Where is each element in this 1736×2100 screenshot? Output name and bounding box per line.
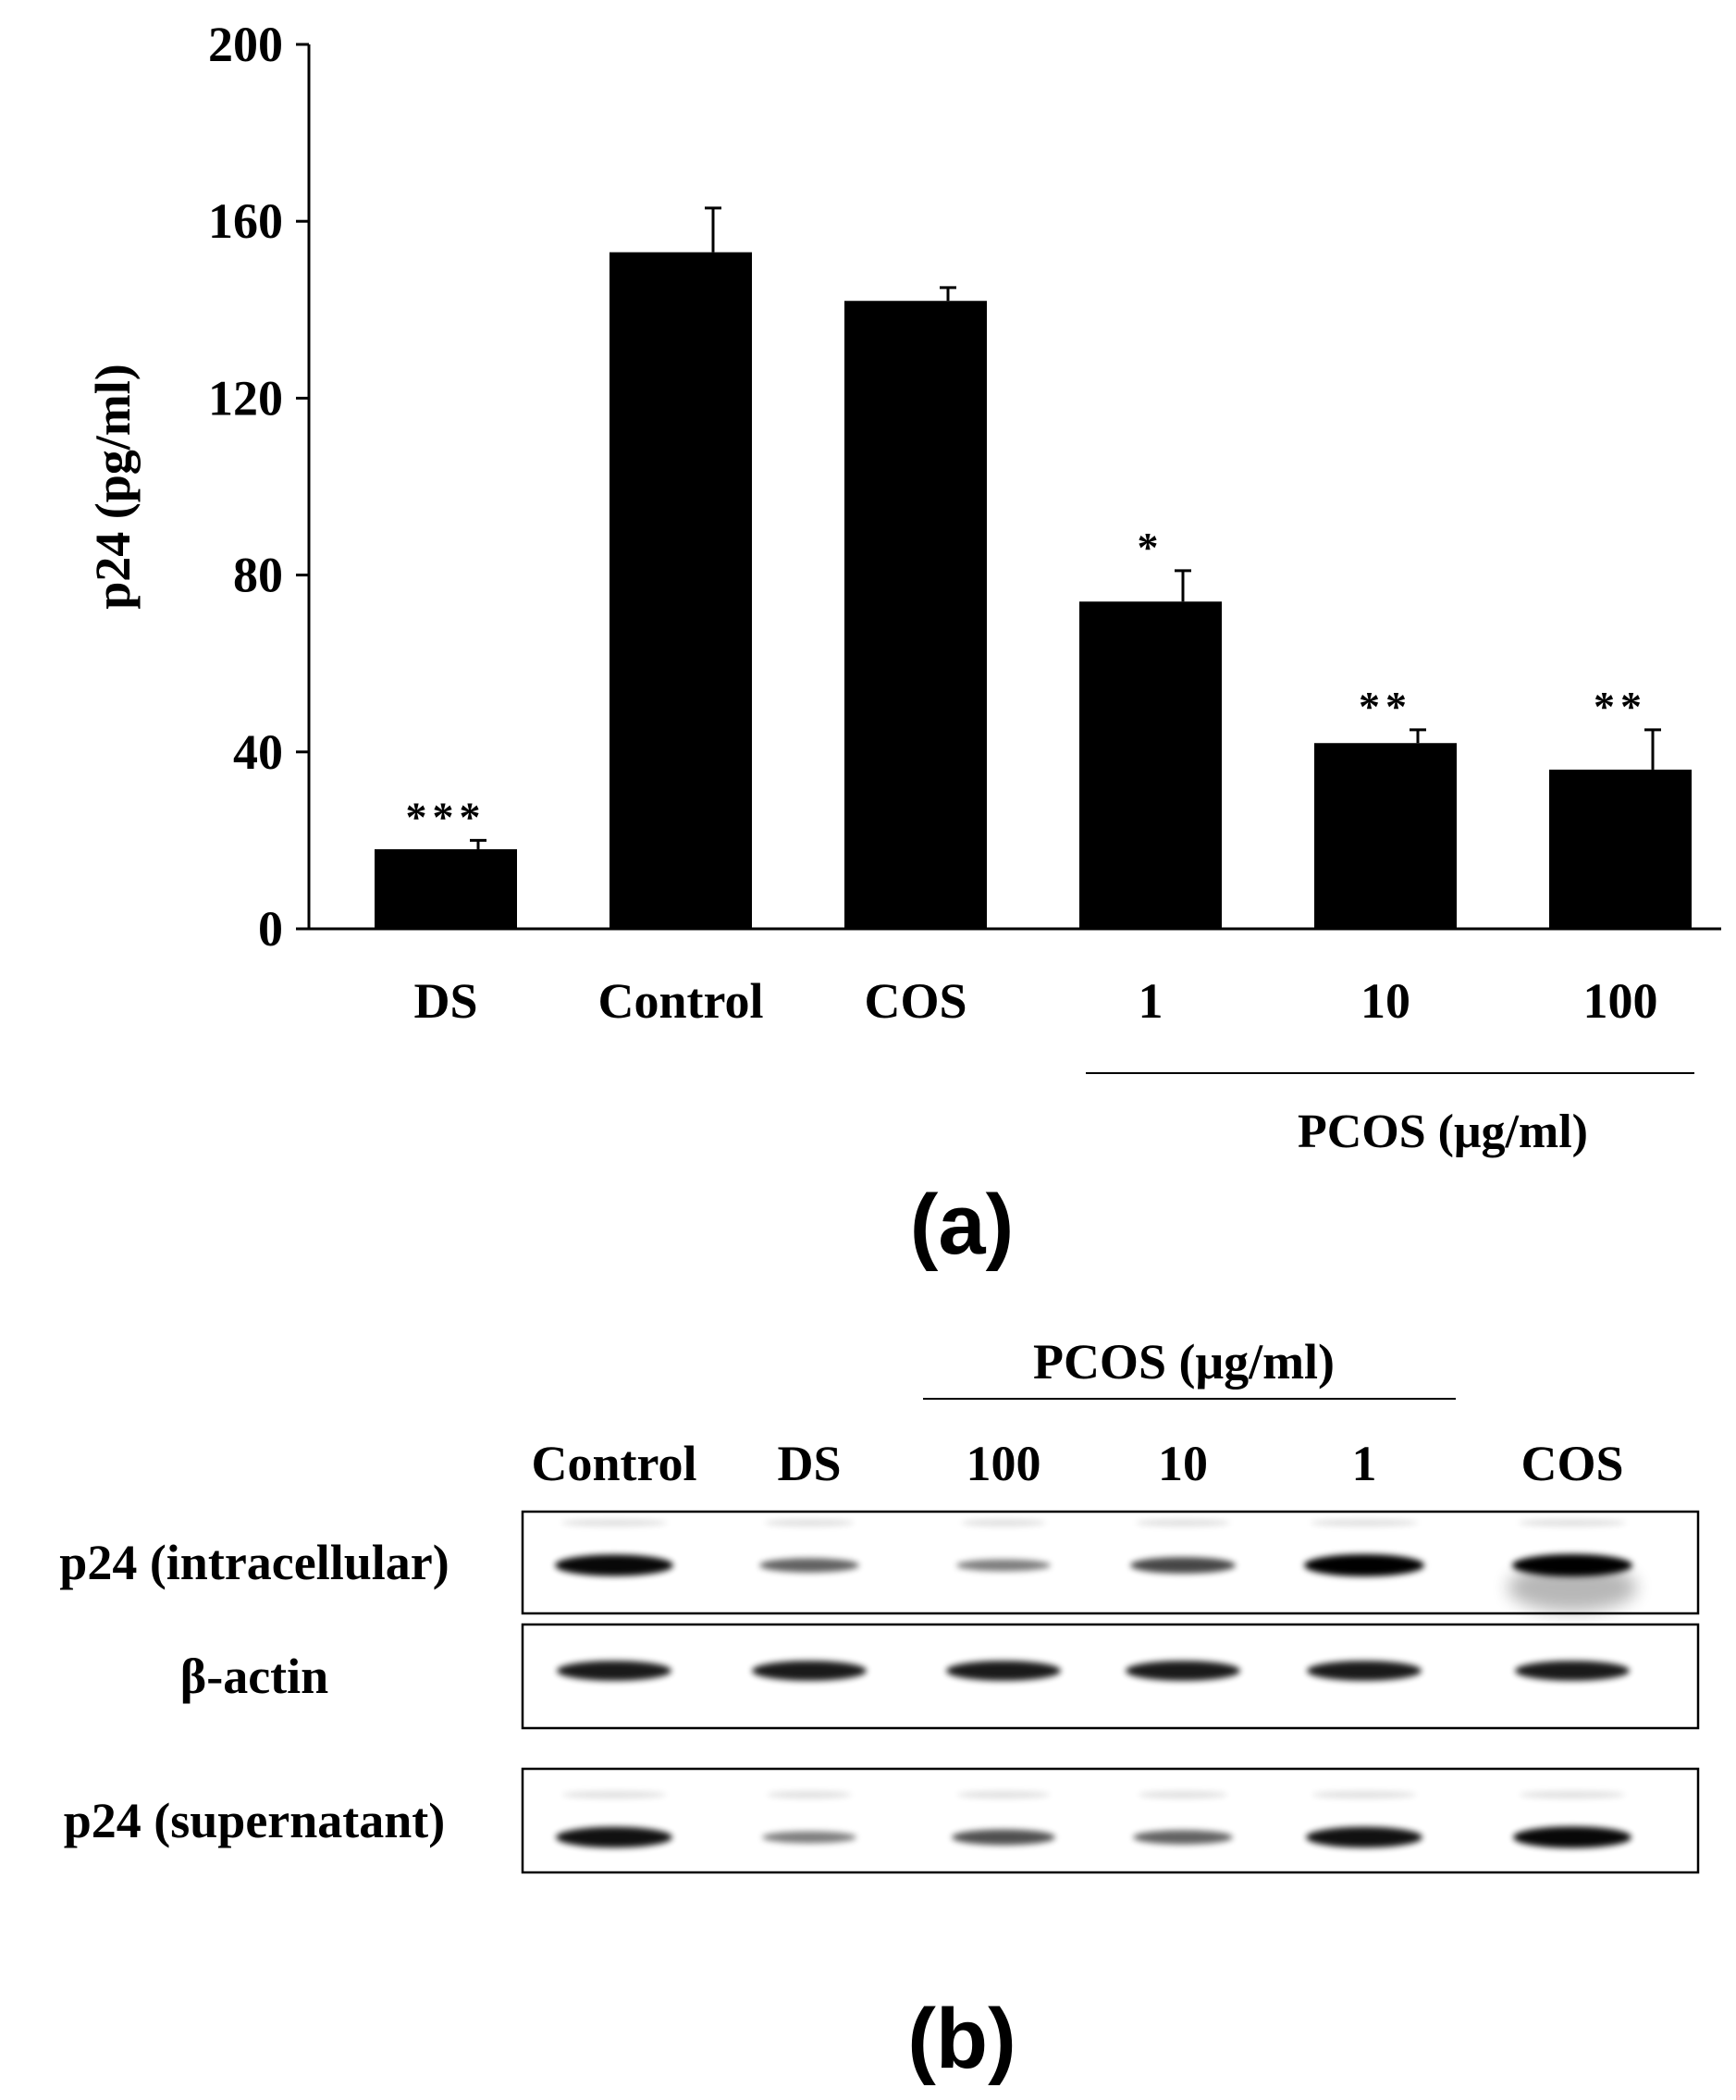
faint-band [961,1519,1046,1526]
blot-band [759,1558,859,1573]
blot-band [752,1661,867,1681]
x-tick-label: 1 [1139,973,1163,1029]
blot-band [1306,1826,1422,1848]
blot-band [762,1831,856,1844]
blot-band [952,1829,1055,1846]
lane-label: DS [777,1436,841,1491]
blot-row-label: β-actin [180,1649,328,1704]
faint-band [1138,1791,1228,1798]
faint-band [767,1791,852,1798]
faint-band [1310,1519,1419,1526]
blot-row: β-actin [180,1623,1700,1730]
panel-label-b: (b) [907,1992,1016,2086]
faint-band [1518,1519,1627,1526]
bar-1 [1079,601,1222,929]
blot-band [555,1554,673,1576]
x-tick-label: 10 [1360,973,1410,1029]
blot-rows: p24 (intracellular) β-actin p24 (supernata… [59,1510,1700,1874]
y-tick-label: 80 [233,548,283,603]
significance-marker: *** [406,793,486,840]
blot-row: p24 (intracellular) [59,1510,1700,1615]
blot-band [956,1559,1051,1572]
x-tick-label: DS [413,973,477,1029]
bar-ds [375,848,517,929]
blot-row-label: p24 (intracellular) [59,1535,449,1590]
y-tick-label: 120 [208,370,283,426]
x-tick-label: Control [597,973,763,1029]
y-tick-label: 200 [208,17,283,72]
y-ticks: 0 40 80 120 160 200 [208,17,309,957]
panel-label-a: (a) [910,1178,1014,1272]
blot-band [557,1661,671,1681]
lane-label: COS [1521,1436,1623,1491]
lane-label: Control [531,1436,696,1491]
significance-marker: ** [1359,683,1412,730]
group-label: PCOS (μg/ml) [1298,1106,1588,1158]
faint-band [1519,1791,1626,1798]
x-tick-label: 100 [1583,973,1658,1029]
bar-control [609,252,752,929]
lane-label: 10 [1158,1436,1208,1491]
blot-row: p24 (supernatant) [64,1767,1700,1874]
blot-band [556,1826,672,1848]
blot-membrane [521,1623,1700,1730]
bar-10 [1314,743,1457,929]
blot-band [1133,1830,1233,1845]
blot-band [1513,1826,1631,1848]
faint-band [764,1519,855,1526]
faint-band [956,1791,1051,1798]
blot-membrane [521,1767,1700,1874]
bar-cos [844,301,987,929]
blot-band [1307,1661,1422,1681]
lane-label: 1 [1352,1436,1377,1491]
blot-band [1126,1661,1240,1681]
faint-band [1135,1519,1231,1526]
blot-band [1512,1554,1632,1576]
blot-group-label: PCOS (μg/ml) [1033,1334,1335,1390]
western-blot: PCOS (μg/ml) Control DS 100 10 1 COS p24 (int… [59,1334,1700,2086]
bars: ****** ** [375,206,1692,929]
y-tick-label: 0 [258,901,283,957]
blot-band [1304,1554,1424,1576]
faint-band [1311,1791,1417,1798]
y-axis-label: p24 (pg/ml) [85,364,141,610]
significance-marker: ** [1594,683,1647,730]
faint-band [561,1791,667,1798]
blot-row-label: p24 (supernatant) [64,1793,446,1848]
x-tick-labels: DS Control COS 1 10 100 [413,973,1657,1029]
blot-band [946,1661,1061,1681]
lane-label: 100 [966,1436,1041,1491]
blot-band [1130,1557,1236,1574]
lane-smudge [1508,1563,1637,1612]
bar-100 [1549,769,1692,929]
blot-membrane [521,1510,1700,1615]
y-tick-label: 40 [233,724,283,780]
y-tick-label: 160 [208,193,283,249]
significance-marker: * [1138,524,1164,571]
blot-band [1515,1661,1630,1681]
faint-band [560,1519,668,1526]
lane-labels: Control DS 100 10 1 COS [531,1436,1623,1491]
x-tick-label: COS [864,973,966,1029]
